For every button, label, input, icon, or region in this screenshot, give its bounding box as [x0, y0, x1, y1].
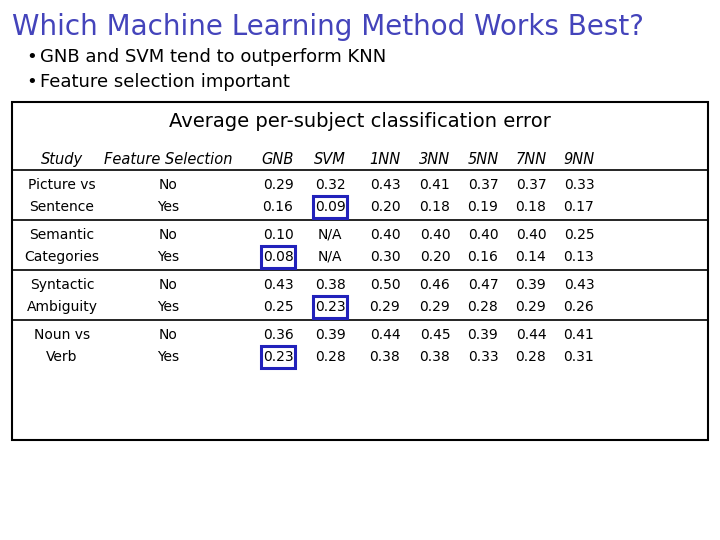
Text: 0.31: 0.31	[564, 350, 595, 364]
Text: Sentence: Sentence	[30, 200, 94, 214]
Text: 0.29: 0.29	[263, 178, 293, 192]
Text: 0.37: 0.37	[468, 178, 498, 192]
Text: 7NN: 7NN	[516, 152, 546, 167]
Text: Study: Study	[41, 152, 83, 167]
Text: Which Machine Learning Method Works Best?: Which Machine Learning Method Works Best…	[12, 13, 644, 41]
Text: 0.37: 0.37	[516, 178, 546, 192]
Text: Categories: Categories	[24, 250, 99, 264]
Text: 0.20: 0.20	[369, 200, 400, 214]
Text: No: No	[158, 228, 177, 242]
Text: Verb: Verb	[46, 350, 78, 364]
Text: 0.38: 0.38	[420, 350, 451, 364]
Text: 0.38: 0.38	[369, 350, 400, 364]
Text: 0.32: 0.32	[315, 178, 346, 192]
Text: Semantic: Semantic	[30, 228, 94, 242]
Text: 0.25: 0.25	[564, 228, 594, 242]
Text: Syntactic: Syntactic	[30, 278, 94, 292]
Text: 0.23: 0.23	[263, 350, 293, 364]
Text: 0.40: 0.40	[369, 228, 400, 242]
Text: 0.33: 0.33	[468, 350, 498, 364]
Text: 0.41: 0.41	[564, 328, 595, 342]
Text: Feature Selection: Feature Selection	[104, 152, 233, 167]
Text: 0.29: 0.29	[369, 300, 400, 314]
Text: 0.30: 0.30	[369, 250, 400, 264]
Text: 0.47: 0.47	[468, 278, 498, 292]
Text: Feature selection important: Feature selection important	[40, 73, 290, 91]
Text: 0.43: 0.43	[564, 278, 594, 292]
Text: 0.18: 0.18	[516, 200, 546, 214]
Text: 9NN: 9NN	[563, 152, 595, 167]
Text: 0.09: 0.09	[315, 200, 346, 214]
Text: 0.50: 0.50	[369, 278, 400, 292]
Text: No: No	[158, 178, 177, 192]
Text: Picture vs: Picture vs	[28, 178, 96, 192]
Text: 0.40: 0.40	[468, 228, 498, 242]
Text: 0.40: 0.40	[516, 228, 546, 242]
Text: 0.20: 0.20	[420, 250, 450, 264]
Text: 0.44: 0.44	[516, 328, 546, 342]
Text: 1NN: 1NN	[369, 152, 400, 167]
Text: 0.38: 0.38	[315, 278, 346, 292]
Text: Yes: Yes	[157, 350, 179, 364]
Bar	[261, 246, 295, 268]
Text: 0.28: 0.28	[516, 350, 546, 364]
Text: 0.16: 0.16	[467, 250, 498, 264]
Text: Average per-subject classification error: Average per-subject classification error	[169, 112, 551, 131]
Text: Noun vs: Noun vs	[34, 328, 90, 342]
Text: 0.29: 0.29	[420, 300, 451, 314]
Text: SVM: SVM	[314, 152, 346, 167]
Text: 0.43: 0.43	[369, 178, 400, 192]
Text: 5NN: 5NN	[467, 152, 499, 167]
Bar	[261, 346, 295, 368]
Text: •: •	[26, 73, 37, 91]
Text: •: •	[26, 48, 37, 66]
Text: 0.17: 0.17	[564, 200, 595, 214]
Bar	[313, 196, 347, 218]
Text: 0.16: 0.16	[263, 200, 294, 214]
Text: 0.25: 0.25	[263, 300, 293, 314]
Text: 0.08: 0.08	[263, 250, 293, 264]
Text: N/A: N/A	[318, 228, 342, 242]
Text: 0.29: 0.29	[516, 300, 546, 314]
Text: 0.44: 0.44	[369, 328, 400, 342]
Text: 0.28: 0.28	[467, 300, 498, 314]
Text: 0.26: 0.26	[564, 300, 595, 314]
Text: 0.45: 0.45	[420, 328, 450, 342]
Text: 0.33: 0.33	[564, 178, 594, 192]
Text: Yes: Yes	[157, 300, 179, 314]
Text: 0.18: 0.18	[420, 200, 451, 214]
Text: No: No	[158, 328, 177, 342]
Text: 0.19: 0.19	[467, 200, 498, 214]
Text: 0.36: 0.36	[263, 328, 293, 342]
Text: 0.46: 0.46	[420, 278, 451, 292]
Text: N/A: N/A	[318, 250, 342, 264]
Text: Yes: Yes	[157, 200, 179, 214]
Text: 0.10: 0.10	[263, 228, 293, 242]
Text: 0.41: 0.41	[420, 178, 451, 192]
Text: GNB: GNB	[262, 152, 294, 167]
Text: 0.39: 0.39	[467, 328, 498, 342]
Text: 0.28: 0.28	[315, 350, 346, 364]
Text: 0.14: 0.14	[516, 250, 546, 264]
Text: Ambiguity: Ambiguity	[27, 300, 97, 314]
Text: GNB and SVM tend to outperform KNN: GNB and SVM tend to outperform KNN	[40, 48, 386, 66]
Text: No: No	[158, 278, 177, 292]
Bar	[12, 102, 708, 440]
Text: 0.39: 0.39	[315, 328, 346, 342]
Text: 3NN: 3NN	[419, 152, 451, 167]
Text: 0.43: 0.43	[263, 278, 293, 292]
Bar	[313, 296, 347, 318]
Text: Yes: Yes	[157, 250, 179, 264]
Text: 0.13: 0.13	[564, 250, 595, 264]
Text: 0.39: 0.39	[516, 278, 546, 292]
Text: 0.40: 0.40	[420, 228, 450, 242]
Text: 0.23: 0.23	[315, 300, 346, 314]
